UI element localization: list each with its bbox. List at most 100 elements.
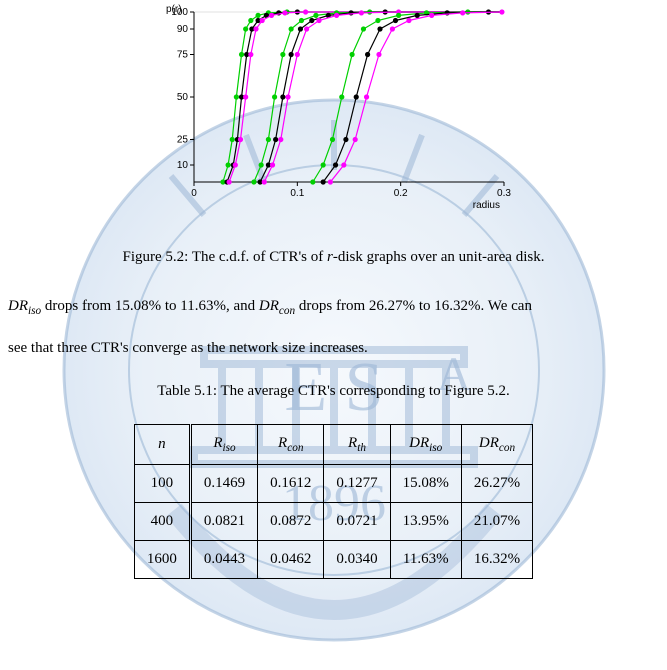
series-marker xyxy=(226,179,231,184)
fig-caption-prefix: Figure 5.2: The c.d.f. of CTR's of xyxy=(123,249,328,265)
dr-con-sub: con xyxy=(279,305,295,317)
series-marker xyxy=(316,18,321,23)
series-marker xyxy=(320,179,325,184)
series-marker xyxy=(334,13,339,18)
series-marker xyxy=(320,162,325,167)
table-row: 4000.08210.08720.072113.95%21.07% xyxy=(134,502,532,540)
series-marker xyxy=(329,137,334,142)
series-marker xyxy=(396,13,401,18)
series-marker xyxy=(303,9,308,14)
table-row: 16000.04430.04620.034011.63%16.32% xyxy=(134,540,532,578)
ytick-label: 25 xyxy=(176,135,188,146)
table-cell: 0.0462 xyxy=(258,540,324,578)
table-cell: 16.32% xyxy=(461,540,532,578)
table-caption: Table 5.1: The average CTR's correspondi… xyxy=(0,383,667,400)
xtick-label: 0.2 xyxy=(393,188,407,199)
series-marker xyxy=(310,179,315,184)
body-line-1: DRiso drops from 15.08% to 11.63%, and D… xyxy=(8,290,659,324)
table-header-row: nRisoRconRthDRisoDRcon xyxy=(134,424,532,464)
series-marker xyxy=(243,94,248,99)
dr-iso-pre: DR xyxy=(8,298,28,314)
series-marker xyxy=(375,18,380,23)
table-cell: 400 xyxy=(134,502,190,540)
table-body: 1000.14690.16120.127715.08%26.27%4000.08… xyxy=(134,464,532,578)
table-caption-text: Table 5.1: The average CTR's correspondi… xyxy=(157,383,510,399)
dr-iso-sub: iso xyxy=(28,305,41,317)
series-marker xyxy=(288,26,293,31)
series-marker xyxy=(332,162,337,167)
table-cell: 0.1469 xyxy=(190,464,257,502)
table-header-cell: Riso xyxy=(190,424,257,464)
series-marker xyxy=(298,18,303,23)
series-marker xyxy=(352,137,357,142)
ytick-label: 90 xyxy=(176,24,188,35)
table-cell: 21.07% xyxy=(461,502,532,540)
series-marker xyxy=(341,162,346,167)
table-row: 1000.14690.16120.127715.08%26.27% xyxy=(134,464,532,502)
series-marker xyxy=(360,26,365,31)
table-cell: 0.0443 xyxy=(190,540,257,578)
series-line xyxy=(323,12,504,182)
body-mid-1: drops from 15.08% to 11.63%, and xyxy=(41,298,259,314)
cdf-chart: 102550759010000.10.20.3radiusp(r) xyxy=(144,0,524,219)
table-cell: 1600 xyxy=(134,540,190,578)
xtick-label: 0.3 xyxy=(497,188,511,199)
series-marker xyxy=(258,162,263,167)
series-marker xyxy=(353,94,358,99)
series-marker xyxy=(377,26,382,31)
series-marker xyxy=(253,26,258,31)
fig-caption-suffix: -disk graphs over an unit-area disk. xyxy=(333,249,545,265)
table-cell: 0.1277 xyxy=(324,464,390,502)
table-cell: 100 xyxy=(134,464,190,502)
xtick-label: 0.1 xyxy=(290,188,304,199)
series-marker xyxy=(225,162,230,167)
series-line xyxy=(260,12,504,182)
series-marker xyxy=(460,10,465,15)
series-marker xyxy=(429,13,434,18)
body-line-2-text: see that three CTR's converge as the net… xyxy=(8,340,368,356)
series-marker xyxy=(273,137,278,142)
chart-svg: 102550759010000.10.20.3radiusp(r) xyxy=(144,4,524,214)
series-marker xyxy=(389,26,394,31)
series-marker xyxy=(285,94,290,99)
series-marker xyxy=(255,13,260,18)
series-marker xyxy=(406,18,411,23)
table-header-cell: Rcon xyxy=(258,424,324,464)
series-marker xyxy=(229,137,234,142)
series-marker xyxy=(280,94,285,99)
series-marker xyxy=(237,137,242,142)
series-marker xyxy=(232,162,237,167)
series-marker xyxy=(358,10,363,15)
series-marker xyxy=(248,52,253,57)
series-marker xyxy=(248,18,253,23)
series-marker xyxy=(265,137,270,142)
table-header-cell: DRcon xyxy=(461,424,532,464)
ytick-label: 50 xyxy=(176,92,188,103)
series-marker xyxy=(280,52,285,57)
y-axis-label: p(r) xyxy=(166,4,182,15)
series-marker xyxy=(499,9,504,14)
table-cell: 0.0340 xyxy=(324,540,390,578)
series-marker xyxy=(339,94,344,99)
series-marker xyxy=(251,179,256,184)
table-cell: 26.27% xyxy=(461,464,532,502)
series-marker xyxy=(268,13,273,18)
x-axis-label: radius xyxy=(472,200,499,211)
series-marker xyxy=(363,94,368,99)
series-marker xyxy=(243,26,248,31)
series-marker xyxy=(288,52,293,57)
table-cell: 15.08% xyxy=(390,464,461,502)
series-marker xyxy=(365,52,370,57)
series-marker xyxy=(238,52,243,57)
body-line-2: see that three CTR's converge as the net… xyxy=(8,332,659,365)
table-cell: 0.0872 xyxy=(258,502,324,540)
table-cell: 11.63% xyxy=(390,540,461,578)
table-header-cell: Rth xyxy=(324,424,390,464)
table-cell: 0.0821 xyxy=(190,502,257,540)
xtick-label: 0 xyxy=(191,188,197,199)
table-header-cell: n xyxy=(134,424,190,464)
table-cell: 0.0721 xyxy=(324,502,390,540)
dr-con-pre: DR xyxy=(259,298,279,314)
body-mid-2: drops from 26.27% to 16.32%. We can xyxy=(295,298,532,314)
ctr-table: nRisoRconRthDRisoDRcon 1000.14690.16120.… xyxy=(134,424,533,579)
